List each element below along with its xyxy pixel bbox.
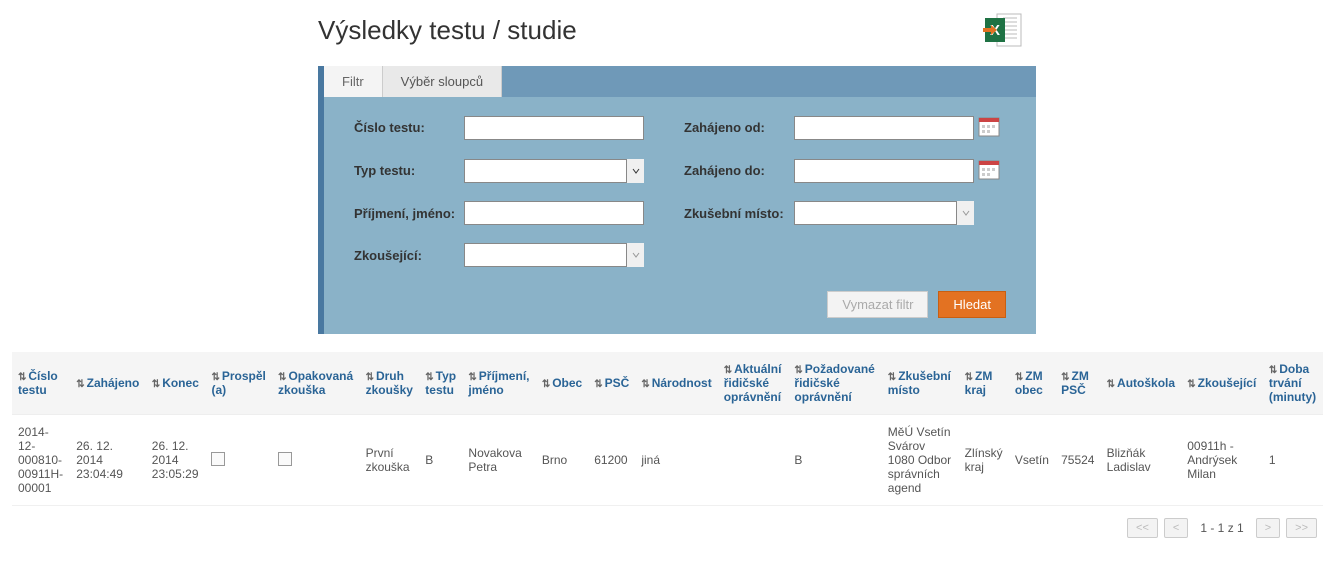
sort-icon: ⇅ xyxy=(594,379,602,390)
col-zahajeno[interactable]: ⇅Zahájeno xyxy=(70,352,146,415)
col-zkousejici[interactable]: ⇅Zkoušející xyxy=(1181,352,1263,415)
input-test-number[interactable] xyxy=(464,116,644,140)
cell-zkus-misto: MěÚ Vsetín Svárov 1080 Odbor správních a… xyxy=(882,415,959,506)
tab-filter[interactable]: Filtr xyxy=(324,66,383,97)
col-druh-zkousky[interactable]: ⇅Druh zkoušky xyxy=(360,352,420,415)
col-narodnost[interactable]: ⇅Národnost xyxy=(635,352,717,415)
cell-opakovana xyxy=(272,415,360,506)
col-zm-psc[interactable]: ⇅ZM PSČ xyxy=(1055,352,1101,415)
cell-autoskola: Blizňák Ladislav xyxy=(1101,415,1182,506)
sort-icon: ⇅ xyxy=(468,372,476,383)
sort-icon: ⇅ xyxy=(542,379,550,390)
tab-strip: Filtr Výběr sloupců xyxy=(324,66,1036,97)
select-exam-location[interactable] xyxy=(794,201,974,225)
select-examiner[interactable] xyxy=(464,243,644,267)
col-psc[interactable]: ⇅PSČ xyxy=(588,352,635,415)
col-zm-kraj[interactable]: ⇅ZM kraj xyxy=(959,352,1009,415)
results-table: ⇅Číslo testu ⇅Zahájeno ⇅Konec ⇅Prospěl (… xyxy=(12,352,1323,506)
calendar-icon[interactable] xyxy=(978,115,1000,137)
cell-narodnost: jiná xyxy=(635,415,717,506)
checkbox-icon xyxy=(278,452,292,466)
cell-psc: 61200 xyxy=(588,415,635,506)
col-autoskola[interactable]: ⇅Autoškola xyxy=(1101,352,1182,415)
select-test-type[interactable] xyxy=(464,159,644,183)
sort-icon: ⇅ xyxy=(1015,372,1023,383)
sort-icon: ⇅ xyxy=(366,372,374,383)
pager: << < 1 - 1 z 1 > >> xyxy=(12,506,1323,550)
cell-zm-kraj: Zlínský kraj xyxy=(959,415,1009,506)
clear-filter-button[interactable]: Vymazat filtr xyxy=(827,291,928,318)
cell-druh-zkousky: První zkouška xyxy=(360,415,420,506)
cell-zkousejici: 00911h - Andrýsek Milan xyxy=(1181,415,1263,506)
label-name: Příjmení, jméno: xyxy=(354,206,464,221)
sort-icon: ⇅ xyxy=(1269,365,1277,376)
sort-icon: ⇅ xyxy=(425,372,433,383)
col-obec[interactable]: ⇅Obec xyxy=(536,352,588,415)
pager-text: 1 - 1 z 1 xyxy=(1194,521,1249,535)
table-row: 2014-12-000810-00911H-00001 26. 12. 2014… xyxy=(12,415,1323,506)
cell-poz-ro: B xyxy=(788,415,881,506)
sort-icon: ⇅ xyxy=(76,379,84,390)
export-excel-icon[interactable]: X xyxy=(983,12,1023,48)
sort-icon: ⇅ xyxy=(794,365,802,376)
cell-akt-ro xyxy=(718,415,789,506)
label-examiner: Zkoušející: xyxy=(354,248,464,263)
pager-next-button[interactable]: > xyxy=(1256,518,1280,538)
col-konec[interactable]: ⇅Konec xyxy=(146,352,206,415)
sort-icon: ⇅ xyxy=(1187,379,1195,390)
col-akt-ro[interactable]: ⇅Aktuální řidičské oprávnění xyxy=(718,352,789,415)
cell-cislo-testu: 2014-12-000810-00911H-00001 xyxy=(12,415,70,506)
col-zkus-misto[interactable]: ⇅Zkušební místo xyxy=(882,352,959,415)
cell-konec: 26. 12. 2014 23:05:29 xyxy=(146,415,206,506)
sort-icon: ⇅ xyxy=(18,372,26,383)
col-typ-testu[interactable]: ⇅Typ testu xyxy=(419,352,462,415)
cell-typ-testu: B xyxy=(419,415,462,506)
cell-prospel xyxy=(205,415,272,506)
input-name[interactable] xyxy=(464,201,644,225)
col-cislo-testu[interactable]: ⇅Číslo testu xyxy=(12,352,70,415)
table-header-row: ⇅Číslo testu ⇅Zahájeno ⇅Konec ⇅Prospěl (… xyxy=(12,352,1323,415)
cell-obec: Brno xyxy=(536,415,588,506)
pager-prev-button[interactable]: < xyxy=(1164,518,1188,538)
cell-prijmeni-jmeno: Novakova Petra xyxy=(462,415,535,506)
col-poz-ro[interactable]: ⇅Požadované řidičské oprávnění xyxy=(788,352,881,415)
input-started-to[interactable] xyxy=(794,159,974,183)
sort-icon: ⇅ xyxy=(1107,379,1115,390)
filter-panel: Filtr Výběr sloupců Číslo testu: Zahájen… xyxy=(318,66,1036,334)
sort-icon: ⇅ xyxy=(724,365,732,376)
cell-zahajeno: 26. 12. 2014 23:04:49 xyxy=(70,415,146,506)
cell-zm-psc: 75524 xyxy=(1055,415,1101,506)
col-zm-obec[interactable]: ⇅ZM obec xyxy=(1009,352,1055,415)
label-test-type: Typ testu: xyxy=(354,163,464,178)
sort-icon: ⇅ xyxy=(888,372,896,383)
sort-icon: ⇅ xyxy=(211,372,219,383)
label-started-to: Zahájeno do: xyxy=(684,163,794,178)
cell-zm-obec: Vsetín xyxy=(1009,415,1055,506)
checkbox-icon xyxy=(211,452,225,466)
sort-icon: ⇅ xyxy=(278,372,286,383)
tab-columns[interactable]: Výběr sloupců xyxy=(383,66,502,97)
sort-icon: ⇅ xyxy=(641,379,649,390)
sort-icon: ⇅ xyxy=(1061,372,1069,383)
sort-icon: ⇅ xyxy=(965,372,973,383)
input-started-from[interactable] xyxy=(794,116,974,140)
calendar-icon[interactable] xyxy=(978,158,1000,180)
col-doba[interactable]: ⇅Doba trvání (minuty) xyxy=(1263,352,1323,415)
cell-doba: 1 xyxy=(1263,415,1323,506)
sort-icon: ⇅ xyxy=(152,379,160,390)
col-prijmeni-jmeno[interactable]: ⇅Příjmení, jméno xyxy=(462,352,535,415)
label-test-number: Číslo testu: xyxy=(354,120,464,135)
search-button[interactable]: Hledat xyxy=(938,291,1006,318)
pager-last-button[interactable]: >> xyxy=(1286,518,1317,538)
label-started-from: Zahájeno od: xyxy=(684,120,794,135)
page-title: Výsledky testu / studie xyxy=(318,15,577,46)
label-exam-location: Zkušební místo: xyxy=(684,206,794,221)
pager-first-button[interactable]: << xyxy=(1127,518,1158,538)
col-opakovana[interactable]: ⇅Opakovaná zkouška xyxy=(272,352,360,415)
col-prospel[interactable]: ⇅Prospěl (a) xyxy=(205,352,272,415)
